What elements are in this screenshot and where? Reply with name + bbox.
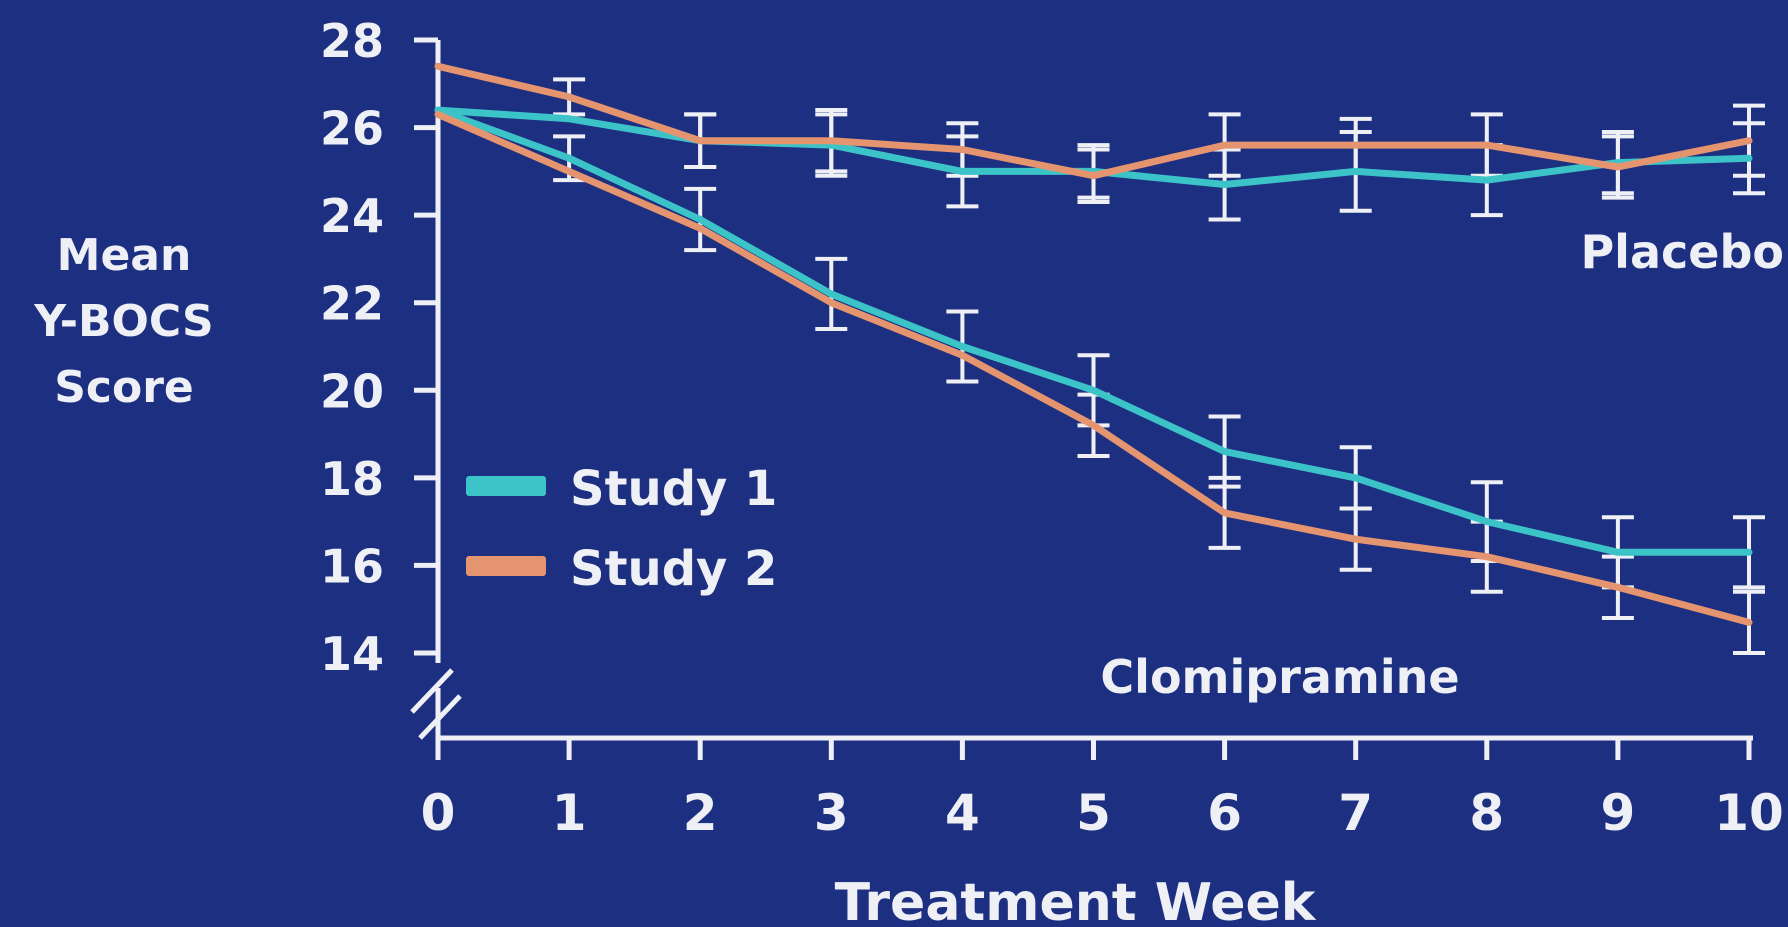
axis-break-mark <box>410 668 454 714</box>
placebo-group-label: Placebo <box>1580 225 1784 279</box>
x-tick-label: 8 <box>1469 784 1504 842</box>
y-axis-label-line-2: Y-BOCS <box>33 296 213 347</box>
y-tick-label: 20 <box>320 364 384 418</box>
x-tick-label: 6 <box>1207 784 1242 842</box>
x-tick-label: 2 <box>683 784 718 842</box>
series-lines <box>434 62 1753 626</box>
axes: 28 26 24 22 20 18 16 14 0 1 2 3 4 5 6 7 8 9 10 <box>320 14 1784 842</box>
y-tick-label: 14 <box>320 627 384 681</box>
x-tick-label: 5 <box>1076 784 1111 842</box>
x-tick-label: 10 <box>1714 784 1784 842</box>
y-tick-label: 28 <box>320 14 384 68</box>
legend-swatch-study-2 <box>466 556 546 576</box>
clomipramine-group-label: Clomipramine <box>1100 650 1459 704</box>
x-axis-label: Treatment Week <box>835 873 1317 927</box>
x-tick-label: 1 <box>552 784 587 842</box>
legend-label-study-1: Study 1 <box>570 461 777 517</box>
series-line-placebo-study-2 <box>434 62 1753 180</box>
x-tick-label: 4 <box>945 784 980 842</box>
series-line-clomipramine-study-1 <box>434 106 1753 556</box>
x-tick-label: 3 <box>814 784 849 842</box>
y-axis-label-line-1: Mean <box>57 230 192 281</box>
legend-swatch-study-1 <box>466 476 546 496</box>
y-tick-label: 18 <box>320 452 384 506</box>
y-axis-label: Mean Y-BOCS Score <box>33 230 213 413</box>
series-line-clomipramine-study-2 <box>434 110 1753 626</box>
series-line-placebo-study-1 <box>434 106 1753 188</box>
x-tick-label: 7 <box>1338 784 1373 842</box>
x-tick-label: 0 <box>421 784 456 842</box>
axis-break-mark <box>418 694 462 740</box>
y-tick-label: 22 <box>320 277 384 331</box>
legend: Study 1 Study 2 <box>466 461 777 597</box>
x-tick-label: 9 <box>1601 784 1636 842</box>
y-axis-label-line-3: Score <box>54 362 194 413</box>
y-tick-label: 24 <box>320 189 384 243</box>
y-tick-label: 16 <box>320 539 384 593</box>
legend-label-study-2: Study 2 <box>570 541 777 597</box>
y-tick-label: 26 <box>320 102 384 156</box>
